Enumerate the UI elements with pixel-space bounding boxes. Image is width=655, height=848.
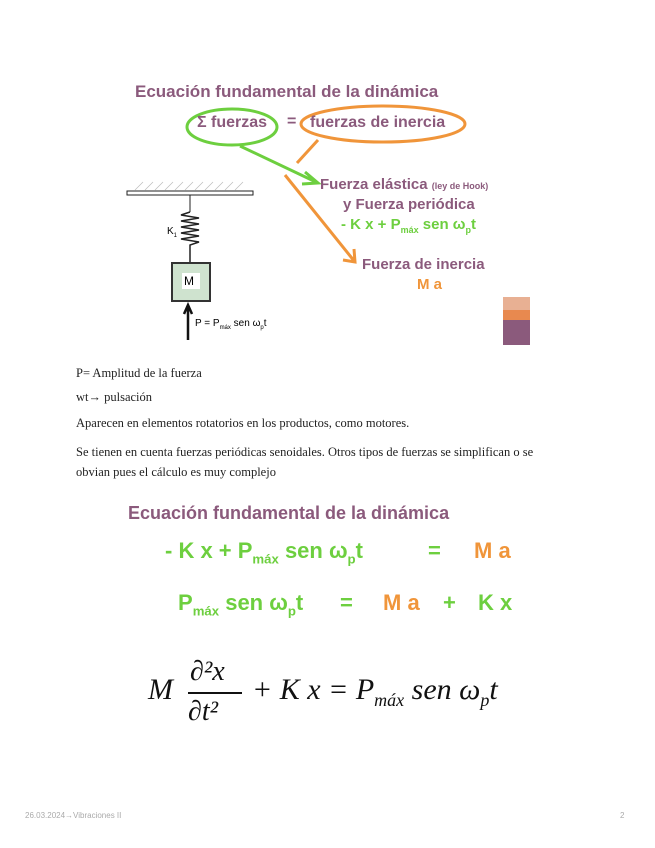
note-amplitude: P= Amplitud de la fuerza	[76, 366, 202, 380]
mass-label: M	[184, 274, 194, 288]
formula-rest: + K x = Pmáx sen ωpt	[252, 673, 498, 710]
green-ellipse	[185, 107, 279, 147]
footer-text: 26.03.2024→Vibraciones II	[25, 811, 122, 820]
equation-1: - K x + Pmáx sen ωpt	[165, 538, 363, 567]
orange-line	[295, 138, 320, 165]
green-arrow	[239, 144, 322, 186]
equation-2: Pmáx sen ωpt	[178, 590, 304, 619]
force-label: P = Pmáx sen ωpt	[195, 318, 267, 331]
formula-numerator: ∂²x	[190, 656, 225, 687]
page-number: 2	[620, 811, 625, 820]
ceiling-bar	[126, 190, 254, 196]
swatch-light	[503, 297, 530, 310]
periodic-force: y Fuerza periódica	[343, 196, 475, 213]
slide1-title: Ecuación fundamental de la dinámica	[135, 82, 439, 101]
note-pulsation: wt→ pulsación	[76, 390, 153, 404]
inertia-equation: M a	[417, 276, 443, 293]
slide1-graphics	[126, 104, 530, 345]
elastic-force: Fuerza elástica (ley de Hook)	[320, 176, 489, 193]
slide2-title: Ecuación fundamental de la dinámica	[128, 503, 450, 523]
inertia-label: Fuerza de inercia	[362, 256, 485, 273]
orange-arrow	[283, 174, 357, 264]
swatch-purple	[503, 320, 530, 345]
spring-label: K	[167, 226, 174, 237]
formula-denominator: ∂t²	[188, 696, 219, 727]
ceiling	[134, 181, 244, 191]
formula-mass: M	[148, 673, 173, 706]
note-periodic: Se tienen en cuenta fuerzas periódicas s…	[76, 445, 534, 479]
note-rotary: Aparecen en elementos rotatorios en los …	[76, 416, 410, 430]
swatch-orange	[503, 310, 530, 320]
fraction-bar	[188, 692, 242, 694]
elastic-equation: - K x + Pmáx sen ωpt	[341, 216, 476, 235]
sum-forces: Σ fuerzas	[197, 114, 268, 131]
inertia-forces: fuerzas de inercia	[310, 114, 446, 131]
force-arrow	[182, 301, 194, 340]
spring	[180, 211, 200, 262]
orange-ellipse	[299, 104, 467, 144]
